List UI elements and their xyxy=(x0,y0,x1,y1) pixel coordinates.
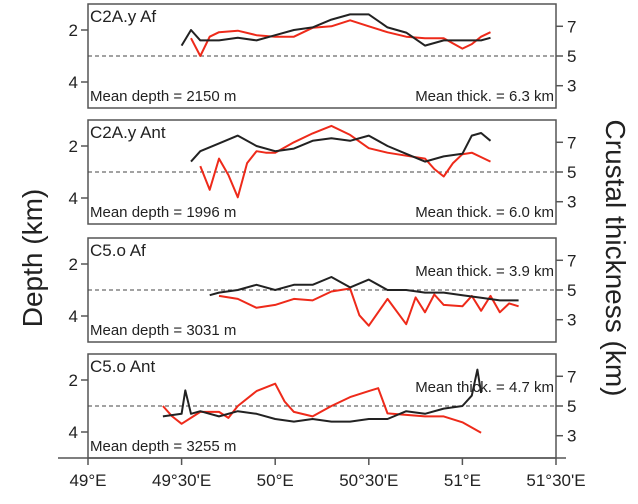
y-axis-label-right: Crustal thickness (km) xyxy=(600,120,631,397)
panel-title: C5.o Ant xyxy=(90,357,155,376)
crustal-thickness-line xyxy=(199,124,491,199)
mean-depth-label: Mean depth = 2150 m xyxy=(90,88,236,105)
depth-line xyxy=(190,132,492,163)
thickness-tick-label: 5 xyxy=(567,281,576,300)
thickness-tick-label: 3 xyxy=(567,193,576,212)
thickness-tick-label: 5 xyxy=(567,397,576,416)
depth-tick-label: 4 xyxy=(69,189,78,208)
panel-title: C2A.y Ant xyxy=(90,123,166,142)
depth-tick-label: 4 xyxy=(69,423,78,442)
panel-title: C5.o Af xyxy=(90,241,146,260)
depth-tick-label: 2 xyxy=(69,21,78,40)
depth-tick-label: 2 xyxy=(69,137,78,156)
depth-line xyxy=(209,276,519,302)
mean-thickness-label: Mean thick. = 6.0 km xyxy=(415,204,554,221)
mean-depth-label: Mean depth = 3255 m xyxy=(90,438,236,455)
thickness-tick-label: 3 xyxy=(567,77,576,96)
x-tick-label: 51°E xyxy=(444,471,481,490)
y-axis-title-left: Depth (km) xyxy=(17,189,48,327)
x-tick-label: 49°E xyxy=(69,471,106,490)
mean-thickness-label: Mean thick. = 3.9 km xyxy=(415,263,554,280)
panel-2: 2 4 7 5 3 C2A.y Ant Mean depth = 1996 m Mean th… xyxy=(69,119,576,225)
depth-line xyxy=(180,13,491,47)
depth-tick-label: 2 xyxy=(69,255,78,274)
thickness-tick-label: 7 xyxy=(567,367,576,386)
depth-tick-label: 4 xyxy=(69,73,78,92)
x-tick-label: 49°30'E xyxy=(152,471,211,490)
thickness-tick-label: 5 xyxy=(567,47,576,66)
thickness-tick-label: 3 xyxy=(567,311,576,330)
panel-4: 2 4 7 5 3 C5.o Ant Mean depth = 3255 m Mean thi… xyxy=(69,353,576,459)
depth-tick-label: 4 xyxy=(69,307,78,326)
crustal-thickness-line xyxy=(218,287,519,327)
thickness-tick-label: 7 xyxy=(567,133,576,152)
x-axis-bottom: 49°E 49°30'E 50°E 50°30'E 51°E 51°30'E xyxy=(58,457,586,490)
thickness-tick-label: 5 xyxy=(567,163,576,182)
x-tick-label: 50°E xyxy=(257,471,294,490)
thickness-tick-label: 7 xyxy=(567,251,576,270)
mean-thickness-label: Mean thick. = 4.7 km xyxy=(415,379,554,396)
crustal-thickness-line xyxy=(190,19,491,57)
x-tick-label: 51°30'E xyxy=(526,471,585,490)
mean-depth-label: Mean depth = 3031 m xyxy=(90,322,236,339)
depth-line xyxy=(162,368,483,423)
mean-depth-label: Mean depth = 1996 m xyxy=(90,204,236,221)
thickness-tick-label: 7 xyxy=(567,17,576,36)
thickness-tick-label: 3 xyxy=(567,427,576,446)
panel-title: C2A.y Af xyxy=(90,7,156,26)
x-tick-label: 50°30'E xyxy=(339,471,398,490)
y-axis-label-left: Depth (km) xyxy=(17,189,48,327)
crustal-thickness-line xyxy=(162,382,482,434)
panel-1: 2 4 7 5 3 C2A.y Af Mean depth = 2150 m Mean thi… xyxy=(69,3,576,109)
panel-3: 2 4 7 5 3 C5.o Af Mean depth = 3031 m Mean thic… xyxy=(69,237,576,343)
y-axis-title-right: Crustal thickness (km) xyxy=(600,120,631,397)
depth-tick-label: 2 xyxy=(69,371,78,390)
mean-thickness-label: Mean thick. = 6.3 km xyxy=(415,88,554,105)
panels-group: 2 4 7 5 3 C2A.y Af Mean depth = 2150 m Mean thi… xyxy=(69,3,576,459)
